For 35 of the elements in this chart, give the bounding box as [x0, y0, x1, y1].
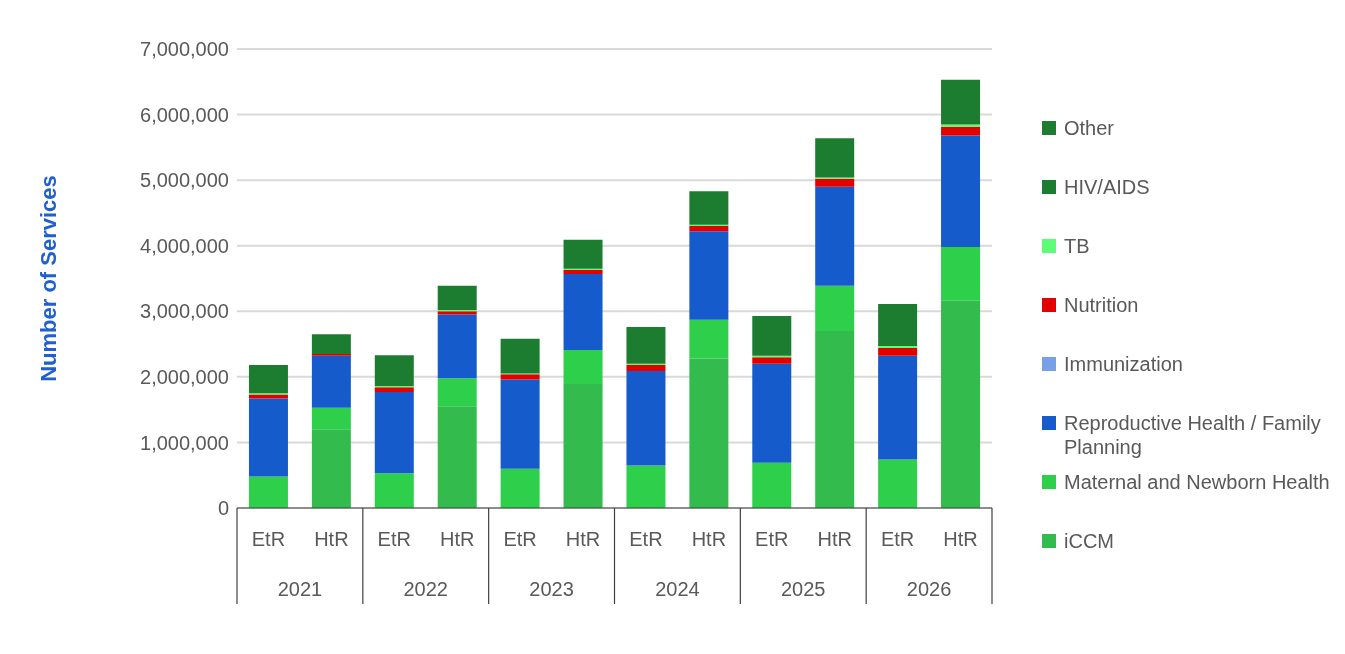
x-tick-label: EtR [629, 528, 663, 550]
legend-label: TB [1064, 234, 1090, 258]
text: 2024 [655, 578, 700, 600]
text: 2021 [277, 578, 323, 600]
legend-label: Reproductive Health / Family Planning [1064, 411, 1322, 459]
text: 2023 [529, 578, 574, 600]
x-tick-label: EtR [251, 528, 286, 550]
x-tick-label: HtR [314, 528, 349, 550]
legend-label: iCCM [1064, 529, 1114, 553]
x-tick-label: HtR [565, 528, 601, 550]
legend-label: HIV/AIDS [1064, 175, 1150, 199]
x-tick-label: EtR [503, 528, 537, 550]
x-tick-label: HtR [943, 528, 978, 550]
legend-label: Other [1064, 116, 1115, 140]
x-tick-label: HtR [439, 528, 475, 550]
legend-label: Nutrition [1064, 293, 1139, 317]
y-tick-label: 0 [217, 497, 229, 520]
y-tick-label: 3,000,000 [140, 300, 229, 323]
legend-label: Immunization [1064, 352, 1183, 376]
x-tick-label: HtR [691, 528, 727, 550]
text: 2025 [781, 578, 826, 600]
x-tick-label: HtR [817, 528, 852, 550]
y-tick-label: 5,000,000 [140, 169, 229, 192]
y-axis-title: Number of Services [35, 175, 61, 382]
legend-label: Maternal and Newborn Health [1064, 470, 1330, 494]
text: 2026 [906, 578, 952, 600]
y-tick-label: 7,000,000 [140, 38, 229, 61]
text: 2022 [403, 578, 448, 600]
y-tick-label: 2,000,000 [140, 365, 229, 388]
x-tick-label: EtR [377, 528, 411, 550]
y-tick-label: 6,000,000 [140, 103, 229, 126]
x-tick-label: EtR [880, 528, 915, 550]
y-tick-label: 4,000,000 [140, 234, 229, 257]
y-tick-label: 1,000,000 [140, 431, 229, 454]
x-tick-label: EtR [755, 528, 789, 550]
